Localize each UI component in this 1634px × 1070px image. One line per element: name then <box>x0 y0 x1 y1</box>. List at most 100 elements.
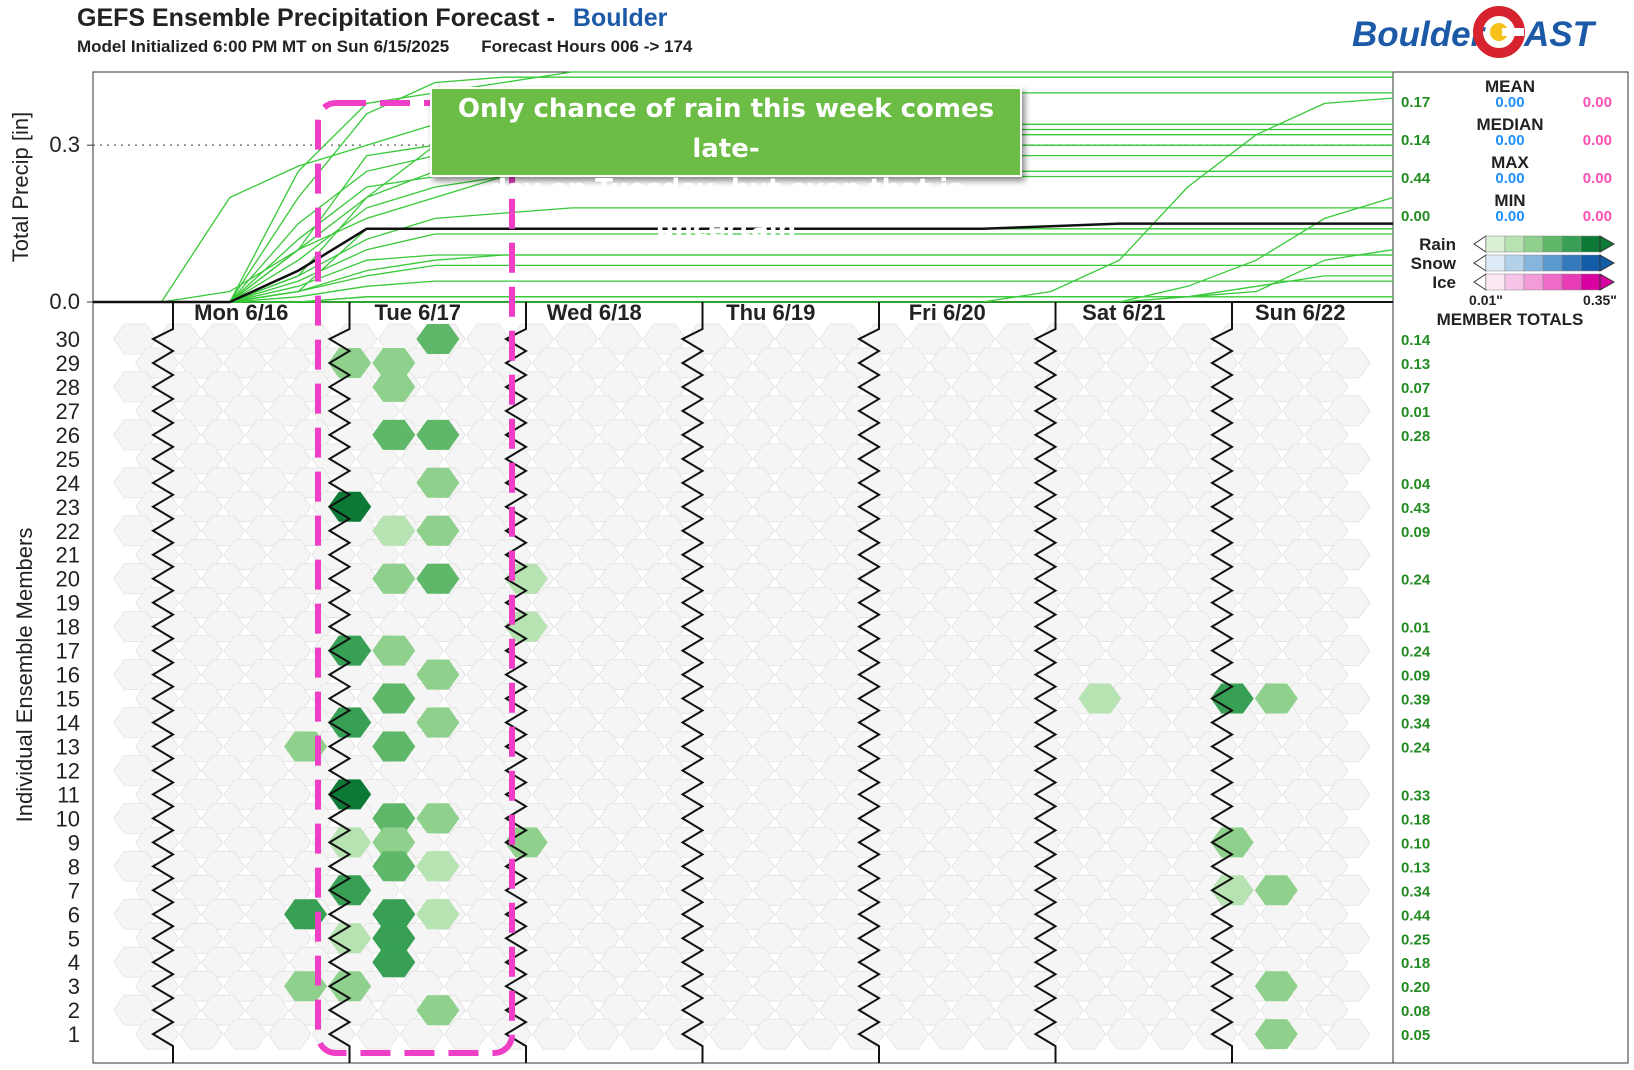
day-label: Mon 6/16 <box>194 300 288 325</box>
member-number: 18 <box>56 615 80 640</box>
legend-label: Rain <box>1419 235 1456 254</box>
member-line <box>93 76 1393 303</box>
empty-hex <box>1061 1018 1106 1050</box>
empty-hex <box>752 1018 797 1050</box>
legend-min: 0.01" <box>1469 292 1503 308</box>
empty-hex <box>576 1018 621 1050</box>
empty-hex <box>113 419 158 451</box>
precip-hex <box>504 827 548 858</box>
precip-hex <box>1078 683 1122 714</box>
member-line <box>93 254 1393 303</box>
member-number: 4 <box>68 950 80 975</box>
legend-swatch <box>1485 273 1506 291</box>
empty-hex <box>267 1018 312 1050</box>
member-total-value: 0.28 <box>1401 428 1430 445</box>
title-text: GEFS Ensemble Precipitation Forecast - <box>77 4 555 32</box>
stat-label: MAX <box>1491 153 1529 172</box>
member-total-value: 0.39 <box>1401 692 1430 709</box>
empty-hex <box>1194 1018 1239 1050</box>
member-total-value: 0.24 <box>1401 644 1431 661</box>
legend-swatch <box>1485 254 1506 272</box>
precip-hex <box>416 803 460 834</box>
empty-hex <box>929 1018 974 1050</box>
member-number: 13 <box>56 734 80 759</box>
empty-hex <box>179 1018 224 1050</box>
stat-ice: 0.00 <box>1583 170 1612 187</box>
empty-hex <box>1326 1018 1371 1050</box>
member-total-value: 0.01 <box>1401 404 1430 421</box>
empty-hex <box>841 1018 886 1050</box>
location-name: Boulder <box>572 4 668 32</box>
legend-swatch <box>1561 254 1582 272</box>
member-total-value: 0.13 <box>1401 356 1430 373</box>
chart-title: GEFS Ensemble Precipitation Forecast - Bo… <box>77 4 667 33</box>
empty-hex <box>113 755 158 786</box>
member-number: 5 <box>68 926 80 951</box>
empty-hex <box>444 1018 488 1050</box>
precip-hex <box>372 371 416 402</box>
legend-swatch <box>1504 235 1525 253</box>
precip-hex <box>1210 875 1254 906</box>
precip-hex <box>416 899 460 930</box>
member-total-value: 0.10 <box>1401 835 1430 852</box>
legend-swatch <box>1523 235 1544 253</box>
legend-label: Ice <box>1432 273 1456 292</box>
chart-subtitle: Model Initialized 6:00 PM MT on Sun 6/15… <box>77 37 692 57</box>
precip-hex <box>328 635 372 666</box>
precip-hex <box>1254 875 1298 906</box>
day-separator <box>856 302 881 1063</box>
precip-hex <box>328 707 372 738</box>
empty-hex <box>113 946 158 978</box>
legend-swatch <box>1580 235 1601 253</box>
member-number: 14 <box>56 711 80 736</box>
legend-swatch <box>1542 254 1563 272</box>
empty-hex <box>113 323 158 355</box>
stat-rain: 0.14 <box>1401 132 1431 149</box>
precip-hex <box>504 611 548 642</box>
empty-hex <box>532 1018 577 1050</box>
member-line <box>93 249 1394 303</box>
precip-hex <box>372 635 416 666</box>
member-total-value: 0.34 <box>1401 883 1431 900</box>
svg-text:Boulder: Boulder <box>1352 15 1487 54</box>
legend-label: Snow <box>1411 254 1457 273</box>
legend-arrow-left <box>1473 273 1487 291</box>
legend-swatch <box>1504 273 1525 291</box>
member-total-value: 0.05 <box>1401 1027 1430 1044</box>
precip-hex <box>1210 827 1254 858</box>
day-separator <box>1209 302 1234 1063</box>
member-total-value: 0.18 <box>1401 811 1430 828</box>
precip-hex <box>372 803 416 834</box>
empty-hex <box>113 659 158 690</box>
precip-hex <box>372 899 416 930</box>
stat-ice: 0.00 <box>1583 208 1612 225</box>
precip-hex <box>328 348 372 378</box>
empty-hex <box>797 1018 841 1050</box>
svg-text:AST: AST <box>1523 15 1597 54</box>
member-number: 20 <box>56 567 80 592</box>
day-separator <box>327 302 352 1063</box>
precip-hex <box>416 515 460 546</box>
member-number: 26 <box>56 423 80 448</box>
member-total-value: 0.01 <box>1401 620 1430 637</box>
member-number: 21 <box>56 543 80 568</box>
member-total-value: 0.44 <box>1401 907 1431 924</box>
day-separator <box>680 302 705 1063</box>
empty-hex <box>399 1018 444 1050</box>
precip-hex <box>1254 1019 1298 1050</box>
member-number: 24 <box>56 471 80 496</box>
annotation-callout: Only chance of rain this week comes late… <box>430 87 1022 244</box>
member-total-value: 0.25 <box>1401 931 1430 948</box>
legend-swatch <box>1542 273 1563 291</box>
member-line <box>93 280 1393 303</box>
member-number: 22 <box>56 519 80 544</box>
highlight-box <box>315 100 515 1056</box>
precip-hex <box>372 731 416 762</box>
precip-hex <box>328 875 372 906</box>
stat-label: MEAN <box>1485 77 1535 96</box>
empty-hex <box>113 371 158 403</box>
legend-swatch <box>1580 273 1601 291</box>
precip-hex <box>372 419 416 450</box>
stat-ice: 0.00 <box>1583 132 1612 149</box>
member-line <box>93 264 1393 303</box>
